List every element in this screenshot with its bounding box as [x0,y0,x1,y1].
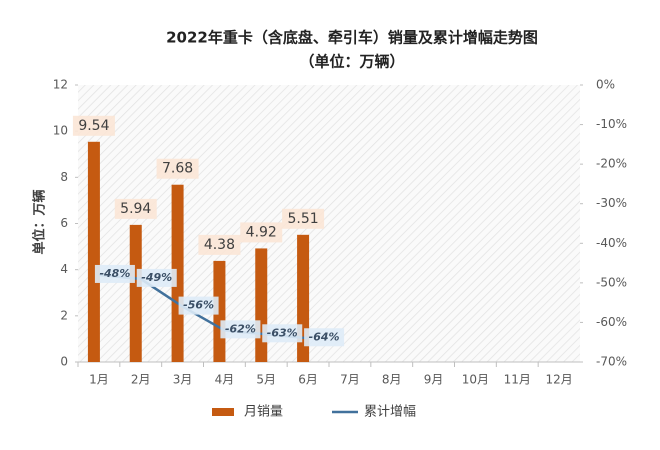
line-label: -64% [309,330,340,343]
legend-label: 累计增幅 [364,405,416,420]
bar [255,248,268,362]
bar-label: 7.68 [162,161,193,177]
bar [171,184,184,362]
x-tick-label: 3月 [173,373,193,387]
y-tick-label: 4 [60,262,68,276]
y-tick-label: 8 [60,170,68,184]
line-label: -48% [99,267,130,280]
legend-swatch [212,408,234,416]
bar-label-bg [240,222,283,243]
bar [87,141,100,362]
y-tick-label: 2 [60,308,68,322]
line-label-bg [136,268,177,287]
bar-label: 4.92 [246,224,277,240]
line-label-bg [304,328,345,347]
y2-tick-label: -70% [596,355,627,369]
bar-label-bg [72,115,115,136]
y2-tick-label: -60% [596,315,627,329]
y2-tick-label: -30% [596,196,627,210]
bar-label: 5.94 [120,201,151,217]
line-label: -62% [225,322,256,335]
line-label: -49% [141,271,172,284]
x-tick-label: 2月 [131,373,151,387]
plot-area [78,85,580,362]
x-tick-label: 11月 [504,373,531,387]
y-axis-label: 单位：万辆 [32,189,48,254]
line-label-bg [94,264,135,283]
y-tick-label: 0 [60,355,68,369]
chart-title: 2022年重卡（含底盘、牵引车）销量及累计增幅走势图 [166,29,538,47]
line-label: -56% [183,299,214,312]
bar-label-bg [282,208,325,229]
x-tick-label: 8月 [382,373,402,387]
bar-label: 9.54 [78,118,109,134]
x-tick-label: 7月 [340,373,360,387]
x-tick-label: 12月 [545,373,572,387]
x-tick-label: 6月 [298,373,318,387]
y2-tick-label: -20% [596,157,627,171]
bar [129,224,142,362]
x-tick-label: 4月 [215,373,235,387]
y-tick-label: 12 [53,78,68,92]
line-label-bg [178,296,219,315]
bar-label-bg [156,158,199,179]
y-tick-label: 6 [60,216,68,230]
line-label: -63% [267,326,298,339]
bar-label: 4.38 [204,237,235,253]
x-tick-label: 5月 [256,373,276,387]
y2-tick-label: 0% [596,78,615,92]
x-tick-label: 1月 [89,373,109,387]
x-tick-label: 10月 [462,373,489,387]
bar-label-bg [198,234,241,255]
y2-tick-label: -40% [596,236,627,250]
x-tick-label: 9月 [424,373,444,387]
y2-tick-label: -50% [596,275,627,289]
y2-tick-label: -10% [596,117,627,131]
chart-subtitle: （单位：万辆） [299,53,404,71]
line-label-bg [262,324,303,343]
legend-label: 月销量 [244,405,283,420]
line-label-bg [220,320,261,339]
bar-label: 5.51 [287,211,318,227]
y-tick-label: 10 [53,124,68,138]
bar-label-bg [114,198,157,219]
